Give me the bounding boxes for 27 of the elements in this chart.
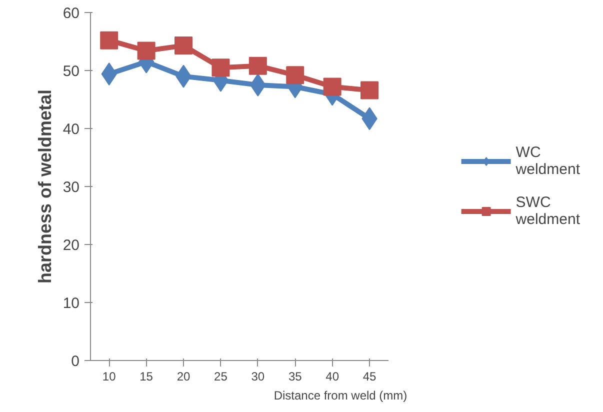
- point: [248, 56, 267, 75]
- y-tick-label: 10: [62, 295, 80, 312]
- x-tick-label: 40: [326, 370, 340, 384]
- y-tick-label: 50: [62, 63, 80, 80]
- legend-label: SWC weldment: [516, 193, 580, 230]
- point: [286, 66, 304, 84]
- point: [100, 31, 118, 50]
- x-tick-label: 10: [102, 370, 116, 384]
- x-tick-label: 35: [288, 370, 302, 384]
- x-tick-label: 25: [214, 370, 228, 384]
- point: [137, 42, 156, 60]
- y-tick-label: 20: [62, 237, 80, 254]
- y-tick-label: 60: [62, 5, 80, 22]
- point: [323, 78, 342, 96]
- x-tick-label: 45: [362, 370, 377, 384]
- x-tick-label: 15: [140, 370, 154, 384]
- legend-label: WC weldment: [516, 143, 580, 180]
- x-axis-title: Distance from weld (mm): [274, 388, 408, 402]
- y-axis-title: hardness of weldmetal: [34, 89, 55, 284]
- point: [174, 36, 193, 55]
- x-tick-label: 20: [176, 370, 191, 384]
- y-tick-label: 0: [71, 353, 80, 370]
- y-tick-label: 30: [62, 179, 80, 196]
- y-tick-label: 40: [62, 121, 80, 138]
- point: [360, 81, 379, 100]
- point: [212, 58, 230, 77]
- x-tick-label: 30: [251, 370, 265, 384]
